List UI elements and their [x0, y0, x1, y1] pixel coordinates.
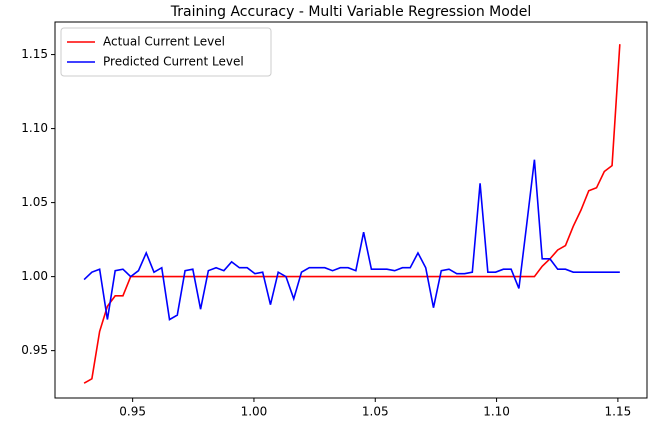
- chart-title: Training Accuracy - Multi Variable Regre…: [170, 4, 531, 20]
- y-tick-label: 1.05: [21, 195, 48, 209]
- legend-box: [60, 27, 272, 77]
- legend-label: Predicted Current Level: [103, 55, 244, 69]
- x-tick-label: 1.10: [483, 405, 510, 419]
- x-tick-label: 1.05: [362, 405, 389, 419]
- y-tick-label: 1.10: [21, 121, 48, 135]
- x-tick-label: 0.95: [119, 405, 146, 419]
- series-line: [83, 159, 620, 321]
- y-tick-label: 1.00: [21, 269, 48, 283]
- series-line: [83, 44, 621, 384]
- x-tick-label: 1.15: [605, 405, 632, 419]
- y-tick-label: 1.15: [21, 47, 48, 61]
- y-tick-label: 0.95: [21, 343, 48, 357]
- legend-label: Actual Current Level: [103, 35, 225, 49]
- x-tick-label: 1.00: [241, 405, 268, 419]
- plot-frame: [54, 21, 648, 399]
